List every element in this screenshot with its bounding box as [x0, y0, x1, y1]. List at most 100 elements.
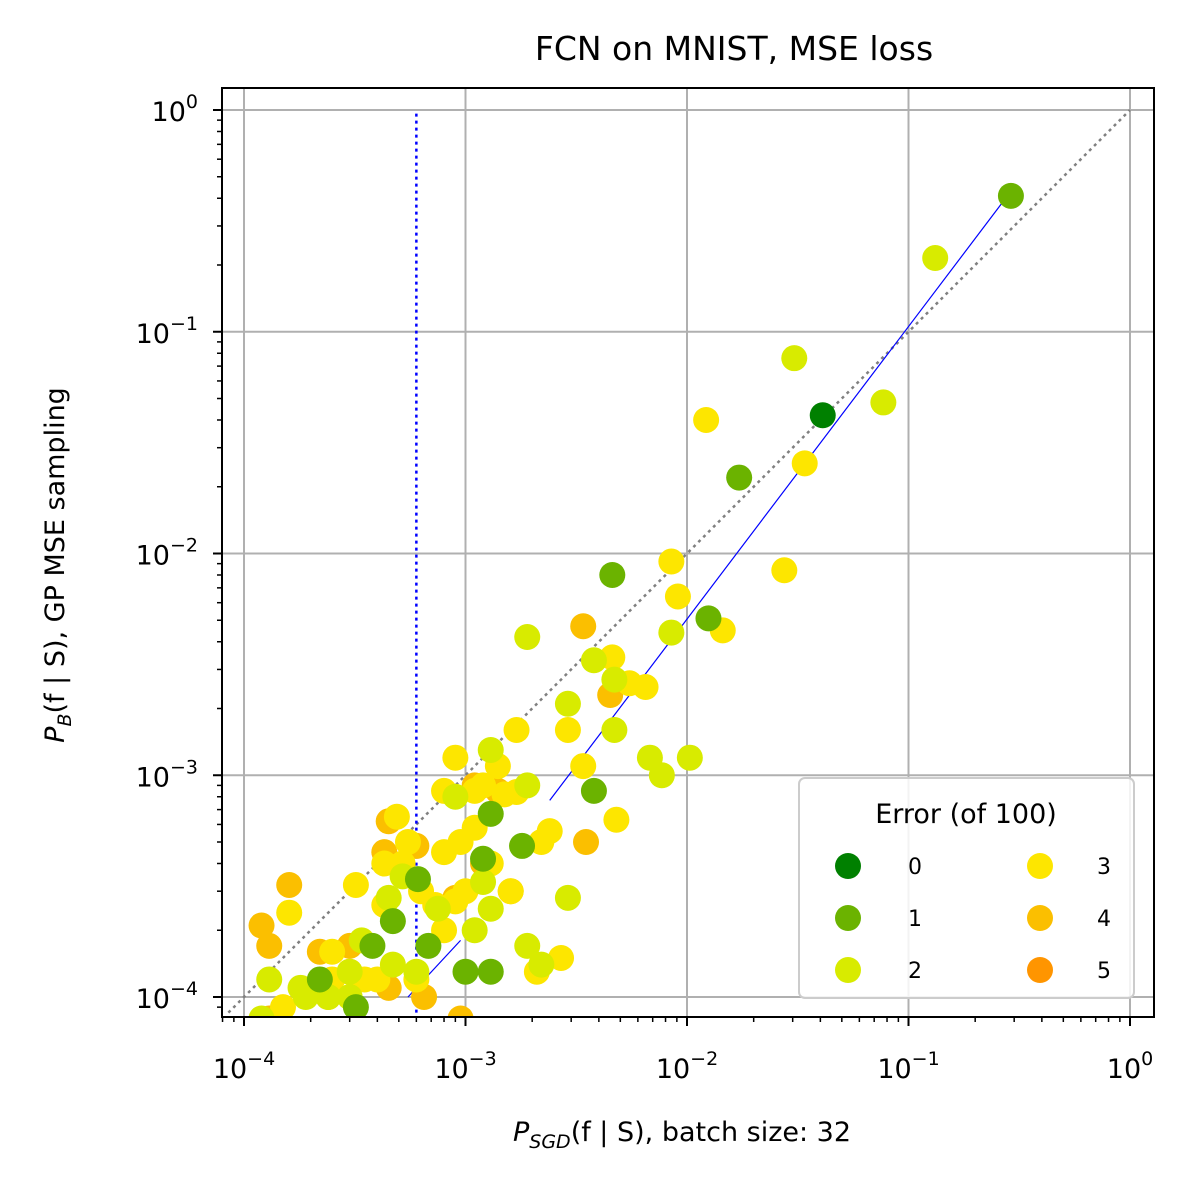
y-tick-label: 10−3 [136, 756, 198, 793]
point-error-3 [503, 716, 530, 743]
x-axis-label: PSGD(f | S), batch size: 32 [513, 1117, 851, 1153]
legend: Error (of 100) 0 1 2 3 4 5 [798, 777, 1135, 999]
point-error-4 [276, 871, 303, 898]
point-error-2 [554, 884, 581, 911]
point-error-2 [477, 895, 504, 922]
x-axis-label-rest: (f | S), batch size: 32 [571, 1117, 851, 1148]
point-error-2 [379, 951, 406, 978]
legend-label-4: 4 [1097, 907, 1111, 932]
x-tick-label-exponent: −1 [912, 1048, 940, 1070]
point-error-2 [676, 744, 703, 771]
point-error-2 [461, 917, 488, 944]
legend-box [798, 777, 1135, 999]
y-tick-label: 100 [152, 91, 198, 128]
point-error-4 [248, 912, 275, 939]
point-error-1 [509, 832, 536, 859]
point-error-1 [997, 182, 1024, 209]
chart-title: FCN on MNIST, MSE loss [535, 29, 933, 68]
point-error-2 [514, 772, 541, 799]
x-tick-label-exponent: −4 [247, 1048, 275, 1070]
point-error-3 [664, 583, 691, 610]
point-error-3 [470, 772, 497, 799]
x-tick-label-exponent: −2 [690, 1048, 718, 1070]
y-tick-label-exponent: −3 [170, 756, 198, 778]
point-error-2 [922, 245, 949, 272]
point-error-3 [771, 557, 798, 584]
point-error-2 [870, 389, 897, 416]
x-tick-label: 10−4 [213, 1048, 275, 1085]
point-error-3 [536, 818, 563, 845]
point-error-3 [603, 806, 630, 833]
point-error-2 [528, 951, 555, 978]
x-tick-label: 10−3 [434, 1048, 496, 1085]
y-tick-label-base: 10 [136, 984, 170, 1015]
point-error-2 [442, 783, 469, 810]
point-error-2 [248, 1005, 275, 1017]
point-error-1 [599, 561, 626, 588]
point-error-1 [306, 966, 333, 993]
legend-marker-4 [1027, 905, 1053, 931]
point-error-2 [648, 762, 675, 789]
point-error-3 [394, 829, 421, 856]
points-clipped [248, 182, 1024, 1017]
point-error-0 [809, 402, 836, 429]
point-error-2 [424, 895, 451, 922]
y-axis-label-sub: B [54, 713, 76, 726]
x-axis-label-var: P [513, 1117, 530, 1148]
point-error-4 [570, 613, 597, 640]
point-error-1 [342, 994, 369, 1017]
point-error-1 [477, 958, 504, 985]
point-error-1 [404, 866, 431, 893]
x-tick-label-base: 10 [656, 1054, 690, 1085]
point-error-3 [276, 899, 303, 926]
point-error-1 [470, 845, 497, 872]
y-axis-label-rest: (f | S), GP MSE sampling [40, 387, 71, 713]
legend-entries: 0 1 2 3 4 5 [835, 853, 1111, 984]
point-error-3 [497, 878, 524, 905]
point-error-1 [379, 908, 406, 935]
point-error-2 [580, 647, 607, 674]
point-error-2 [375, 884, 402, 911]
point-error-3 [319, 938, 346, 965]
point-error-3 [632, 674, 659, 701]
point-error-2 [403, 958, 430, 985]
point-error-2 [336, 958, 363, 985]
legend-marker-3 [1027, 853, 1053, 879]
point-error-2 [256, 966, 283, 993]
point-error-2 [477, 736, 504, 763]
point-error-2 [514, 932, 541, 959]
y-tick-label-exponent: −4 [170, 978, 198, 1000]
x-tick-label: 10−1 [877, 1048, 939, 1085]
x-axis-label-sub: SGD [529, 1131, 570, 1153]
point-error-2 [658, 619, 685, 646]
point-error-1 [359, 932, 386, 959]
point-error-2 [514, 624, 541, 651]
x-tick-label-base: 10 [434, 1054, 468, 1085]
point-error-4 [447, 1005, 474, 1017]
y-axis-label-var: P [40, 726, 71, 743]
legend-label-1: 1 [908, 907, 922, 932]
x-tick-label-exponent: 0 [1141, 1048, 1153, 1070]
point-error-3 [693, 406, 720, 433]
point-error-3 [791, 450, 818, 477]
point-error-1 [580, 777, 607, 804]
legend-label-3: 3 [1097, 855, 1111, 880]
legend-label-2: 2 [908, 959, 922, 984]
point-error-3 [548, 944, 575, 971]
y-tick-label: 10−1 [136, 313, 198, 350]
grid [222, 88, 1154, 1017]
point-error-2 [470, 869, 497, 896]
point-error-3 [570, 753, 597, 780]
point-error-4 [256, 932, 283, 959]
point-error-3 [342, 871, 369, 898]
point-error-1 [695, 605, 722, 632]
point-error-1 [726, 464, 753, 491]
y-tick-label: 10−2 [136, 535, 198, 572]
point-error-3 [554, 716, 581, 743]
point-error-2 [781, 345, 808, 372]
y-tick-label-exponent: −2 [170, 535, 198, 557]
x-tick-label-base: 10 [213, 1054, 247, 1085]
legend-marker-1 [835, 905, 861, 931]
point-error-3 [442, 744, 469, 771]
